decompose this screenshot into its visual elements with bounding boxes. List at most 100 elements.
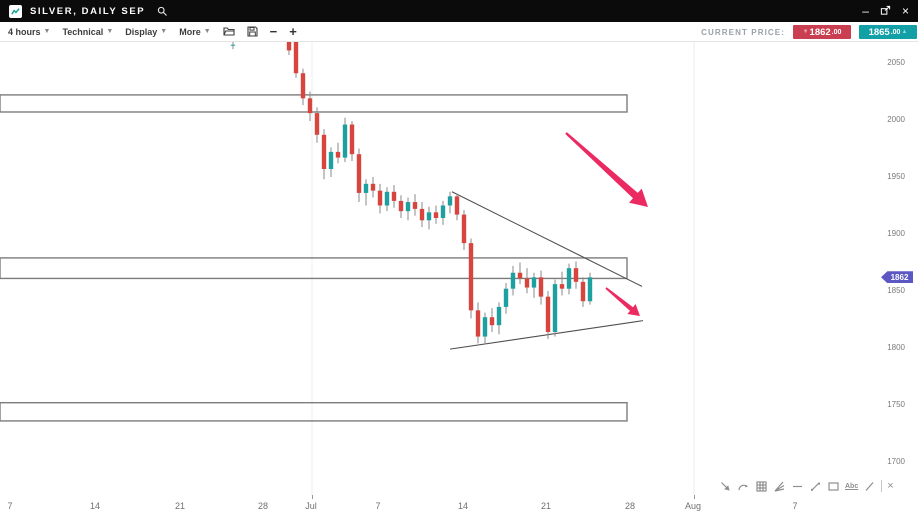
app-logo-icon xyxy=(9,4,22,18)
y-axis-label: 2000 xyxy=(887,115,905,125)
candle-body xyxy=(447,196,453,206)
candle-body xyxy=(580,281,586,302)
x-axis-label: 28 xyxy=(624,501,636,511)
candle-body xyxy=(496,306,502,326)
direction-arrow-annotation[interactable] xyxy=(565,132,648,207)
toolbar-divider xyxy=(881,480,883,492)
open-folder-icon[interactable] xyxy=(223,26,235,37)
close-button[interactable]: × xyxy=(901,4,909,18)
elbow-arrow-icon[interactable] xyxy=(737,480,750,493)
candle-body xyxy=(440,205,446,219)
chevron-down-icon: ▼ xyxy=(43,28,51,35)
trend-line-icon[interactable] xyxy=(809,480,822,493)
candle-body xyxy=(524,278,530,288)
text-tool-icon[interactable]: Abc xyxy=(845,482,859,490)
candle-body xyxy=(531,277,537,288)
y-axis-label: 1700 xyxy=(887,457,905,467)
zoom-in-button[interactable]: + xyxy=(289,24,297,39)
support-resistance-zone[interactable] xyxy=(0,401,628,422)
toolbar: 4 hours ▼ Technical ▼ Display ▼ More ▼ − + C… xyxy=(0,22,918,42)
x-axis-label: 7 xyxy=(7,501,13,511)
y-axis-label: 1750 xyxy=(887,400,905,410)
candle-body xyxy=(314,113,320,135)
search-icon[interactable] xyxy=(157,6,168,17)
cursor-icon[interactable] xyxy=(719,480,732,493)
candle-body xyxy=(573,268,579,282)
chart-title: SILVER, DAILY SEP xyxy=(30,5,146,17)
x-axis-label: 28 xyxy=(257,501,269,511)
save-icon[interactable] xyxy=(247,26,258,37)
chevron-down-icon: ▼ xyxy=(106,28,114,35)
trend-line[interactable] xyxy=(451,191,643,287)
support-resistance-zone[interactable] xyxy=(0,257,628,280)
candle-body xyxy=(475,310,481,337)
current-price-label: CURRENT PRICE: xyxy=(701,27,785,37)
x-axis-label: 7 xyxy=(792,501,798,511)
time-axis[interactable]: 7 14 21 28 Jul 7 14 21 28 Aug 7 xyxy=(0,495,918,518)
more-dropdown[interactable]: More ▼ xyxy=(179,26,211,37)
candle-body xyxy=(405,202,411,212)
candle-body xyxy=(286,41,292,51)
candle-body xyxy=(433,212,439,219)
candle-body xyxy=(230,44,236,46)
display-dropdown[interactable]: Display ▼ xyxy=(125,26,168,37)
candle-body xyxy=(559,284,565,289)
drawing-toolbar: Abc × xyxy=(719,477,894,495)
horizontal-line-icon[interactable] xyxy=(791,480,804,493)
diagonal-line-icon[interactable] xyxy=(863,480,876,493)
candle-body xyxy=(370,183,376,191)
x-axis-label: Jul xyxy=(305,501,317,511)
candle-body xyxy=(328,151,334,169)
candle-body xyxy=(321,134,327,169)
candle-body xyxy=(349,124,355,155)
candle-body xyxy=(419,208,425,221)
trend-line[interactable] xyxy=(449,320,644,350)
candle-body xyxy=(300,73,306,99)
fan-lines-icon[interactable] xyxy=(773,480,786,493)
candle-body xyxy=(503,288,509,307)
chevron-down-icon: ▼ xyxy=(203,28,211,35)
candle-body xyxy=(363,183,369,193)
candle-body xyxy=(454,196,460,215)
x-axis-tick xyxy=(694,495,695,499)
grid-icon[interactable] xyxy=(755,480,768,493)
candle-body xyxy=(552,284,558,333)
rectangle-icon[interactable] xyxy=(827,480,840,493)
candle-body xyxy=(482,317,488,337)
candle-body xyxy=(545,296,551,333)
titlebar: SILVER, DAILY SEP – × xyxy=(0,0,918,22)
candle-body xyxy=(489,317,495,326)
x-axis-label: 21 xyxy=(174,501,186,511)
candle-body xyxy=(398,200,404,212)
last-price-tag: 1862 xyxy=(881,271,913,284)
chevron-down-icon: ▼ xyxy=(160,28,168,35)
restore-window-button[interactable] xyxy=(880,5,891,18)
technical-dropdown[interactable]: Technical ▼ xyxy=(62,26,114,37)
minimize-button[interactable]: – xyxy=(862,4,869,18)
price-chart-canvas[interactable] xyxy=(0,34,918,495)
y-axis-label: 1800 xyxy=(887,343,905,353)
x-axis-label: 14 xyxy=(457,501,469,511)
candle-body xyxy=(293,39,299,74)
support-resistance-zone[interactable] xyxy=(0,94,628,113)
candle-body xyxy=(468,243,474,311)
candle-body xyxy=(335,151,341,158)
x-axis-label: 7 xyxy=(375,501,381,511)
up-arrow-icon: ▲ xyxy=(901,29,908,35)
down-arrow-icon: ▼ xyxy=(802,29,809,35)
timeframe-dropdown[interactable]: 4 hours ▼ xyxy=(8,26,51,37)
y-axis-label: 1900 xyxy=(887,229,905,239)
current-price-cluster: CURRENT PRICE: ▼ 1862.00 1865.00 ▲ xyxy=(701,22,917,42)
x-axis-label: 14 xyxy=(89,501,101,511)
candle-body xyxy=(391,191,397,201)
y-axis-label: 1850 xyxy=(887,286,905,296)
candle-body xyxy=(356,154,362,193)
direction-arrow-annotation[interactable] xyxy=(605,287,640,316)
candle-body xyxy=(517,272,523,279)
candle-body xyxy=(510,272,516,289)
delete-drawing-icon[interactable]: × xyxy=(887,479,894,492)
bid-price-badge: ▼ 1862.00 xyxy=(793,25,851,39)
candle-body xyxy=(587,277,593,302)
zoom-out-button[interactable]: − xyxy=(269,24,278,39)
chart-area[interactable]: 2050 2000 1950 1900 1850 1800 1750 1700 1862 xyxy=(0,34,918,495)
